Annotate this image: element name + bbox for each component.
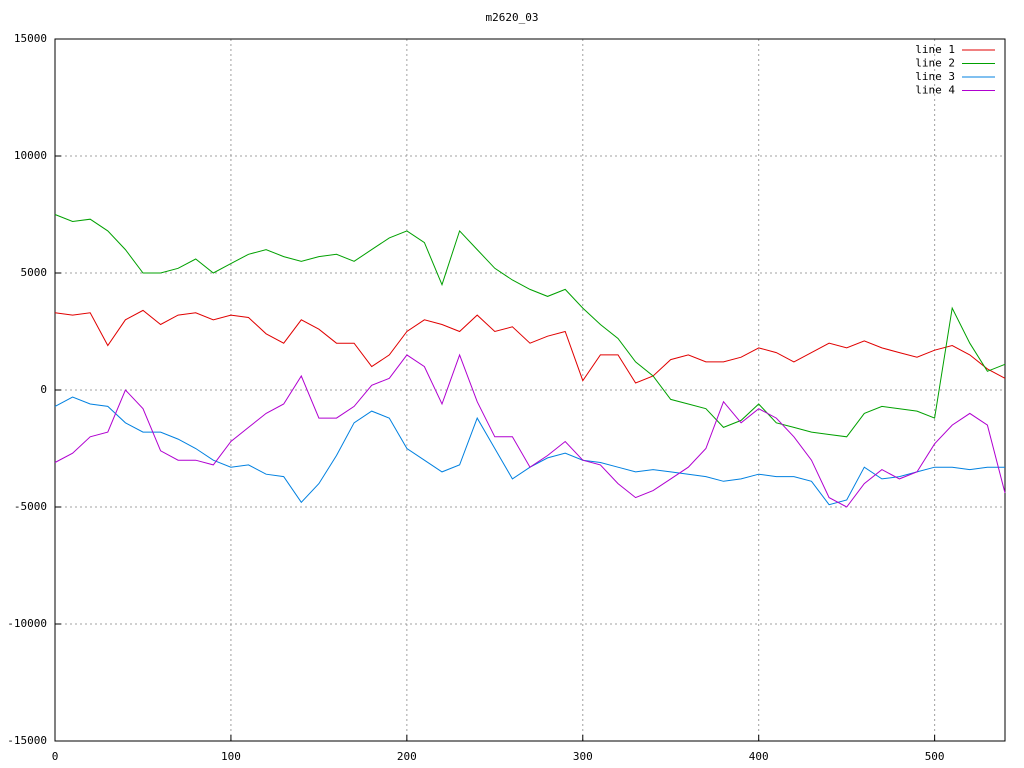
x-tick-label: 500 [925, 750, 945, 763]
legend-label: line 1 [915, 43, 955, 56]
x-tick-label: 400 [749, 750, 769, 763]
chart-title: m2620_03 [486, 11, 539, 24]
y-tick-label: 5000 [21, 266, 48, 279]
x-tick-label: 100 [221, 750, 241, 763]
y-tick-label: 10000 [14, 149, 47, 162]
legend-label: line 2 [915, 57, 955, 70]
y-tick-label: 0 [40, 383, 47, 396]
y-tick-label: -5000 [14, 500, 47, 513]
x-tick-label: 200 [397, 750, 417, 763]
legend-label: line 4 [915, 84, 955, 97]
y-tick-label: -15000 [7, 734, 47, 747]
x-tick-label: 0 [52, 750, 59, 763]
data-line [54, 214, 1006, 438]
data-line [54, 396, 1005, 506]
x-tick-label: 300 [573, 750, 593, 763]
data-line [54, 309, 1006, 384]
plot-border [54, 38, 1006, 742]
y-tick-label: -10000 [7, 617, 47, 630]
legend-label: line 3 [915, 70, 955, 83]
y-tick-label: 15000 [14, 32, 47, 45]
data-line [54, 353, 1006, 508]
